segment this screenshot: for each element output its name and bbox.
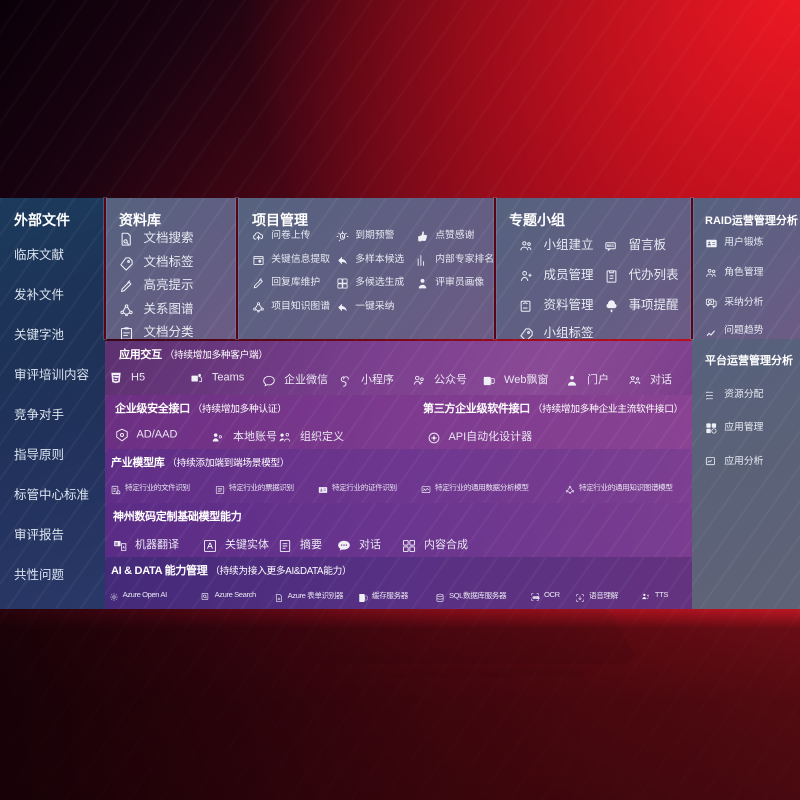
- svg-text:OCR: OCR: [533, 595, 540, 599]
- svg-text:BBS: BBS: [607, 244, 615, 248]
- svg-text:A: A: [122, 545, 125, 549]
